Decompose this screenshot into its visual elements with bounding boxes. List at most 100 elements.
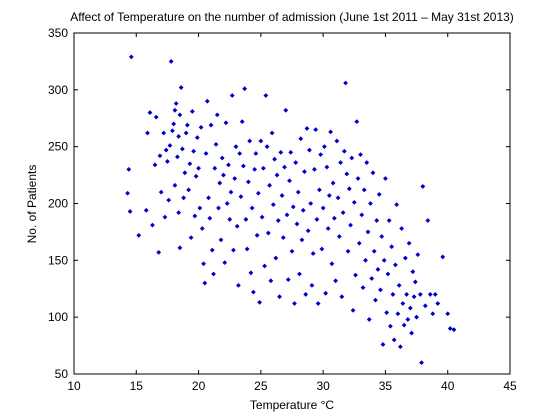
data-point bbox=[203, 151, 209, 156]
data-point bbox=[257, 299, 263, 305]
data-point bbox=[396, 282, 402, 288]
data-point bbox=[404, 292, 410, 297]
data-point bbox=[376, 192, 382, 197]
x-tick-label: 25 bbox=[254, 379, 268, 393]
data-point bbox=[248, 270, 254, 276]
data-point bbox=[171, 121, 177, 127]
data-point bbox=[265, 230, 271, 236]
axis-ticks: 10 15 20 25 30 35 40 45 50 100 150 200 250 300 350 bbox=[48, 26, 517, 393]
data-point bbox=[174, 154, 180, 160]
data-point bbox=[360, 285, 366, 291]
axes-box bbox=[73, 32, 511, 375]
x-axis-title: Temperature °C bbox=[250, 398, 334, 412]
data-point bbox=[173, 101, 179, 106]
data-point bbox=[177, 245, 183, 251]
data-point bbox=[425, 218, 431, 223]
data-point bbox=[182, 170, 188, 176]
data-point bbox=[263, 93, 269, 98]
data-point bbox=[294, 221, 300, 227]
data-point bbox=[264, 144, 270, 150]
x-tick-label: 35 bbox=[379, 379, 393, 393]
data-point bbox=[268, 278, 274, 284]
data-point bbox=[267, 182, 272, 188]
data-point bbox=[318, 152, 324, 158]
data-point bbox=[290, 204, 296, 210]
data-point bbox=[391, 337, 397, 343]
data-point bbox=[407, 305, 413, 311]
chart-title: Affect of Temperature on the number of a… bbox=[70, 10, 514, 24]
data-point bbox=[150, 222, 155, 228]
data-point bbox=[345, 248, 351, 254]
data-point bbox=[386, 218, 392, 223]
data-point bbox=[415, 252, 421, 258]
data-point bbox=[126, 167, 132, 172]
data-point bbox=[325, 226, 331, 231]
data-point bbox=[363, 257, 368, 263]
data-point bbox=[165, 159, 170, 164]
data-point bbox=[348, 222, 353, 228]
x-tick-label: 45 bbox=[503, 379, 517, 393]
data-point bbox=[212, 165, 218, 171]
data-point bbox=[231, 247, 236, 253]
data-point bbox=[259, 214, 265, 220]
data-point bbox=[167, 143, 173, 148]
data-point bbox=[370, 170, 376, 176]
y-tick-label: 100 bbox=[48, 310, 68, 324]
data-point bbox=[374, 218, 380, 223]
data-point bbox=[147, 110, 153, 115]
data-point bbox=[344, 171, 350, 177]
y-tick-label: 150 bbox=[48, 253, 68, 267]
x-tick-label: 40 bbox=[441, 379, 455, 393]
data-point bbox=[340, 210, 346, 215]
data-point bbox=[350, 307, 356, 313]
data-point bbox=[244, 246, 250, 252]
data-point bbox=[186, 187, 192, 193]
data-point bbox=[400, 301, 406, 306]
data-point bbox=[274, 172, 280, 178]
data-point bbox=[172, 182, 178, 188]
data-point bbox=[293, 160, 299, 165]
data-point bbox=[406, 240, 412, 246]
data-point bbox=[394, 202, 400, 208]
data-point bbox=[339, 294, 345, 300]
data-point bbox=[355, 176, 361, 181]
data-point bbox=[282, 164, 287, 170]
data-point bbox=[238, 194, 244, 200]
data-point bbox=[152, 162, 158, 168]
data-point bbox=[317, 187, 322, 193]
data-point bbox=[412, 279, 418, 285]
data-point bbox=[125, 190, 130, 196]
data-point bbox=[191, 148, 196, 154]
data-point bbox=[199, 226, 205, 231]
data-point bbox=[307, 147, 312, 153]
data-point bbox=[305, 228, 311, 234]
data-point bbox=[364, 160, 370, 165]
data-point bbox=[176, 210, 182, 215]
data-point bbox=[320, 205, 326, 211]
data-point bbox=[297, 271, 302, 277]
data-points bbox=[125, 54, 457, 366]
data-point bbox=[349, 155, 355, 161]
data-point bbox=[378, 287, 383, 293]
data-point bbox=[343, 80, 348, 86]
data-point bbox=[216, 205, 221, 211]
data-point bbox=[254, 232, 260, 238]
data-point bbox=[269, 130, 275, 136]
data-point bbox=[385, 271, 391, 277]
data-point bbox=[239, 119, 245, 125]
data-point bbox=[193, 173, 199, 179]
data-point bbox=[206, 195, 211, 201]
data-point bbox=[270, 202, 276, 208]
data-point bbox=[409, 330, 414, 336]
y-tick-label: 350 bbox=[48, 26, 68, 40]
data-point bbox=[375, 267, 381, 272]
data-point bbox=[197, 205, 203, 211]
data-point bbox=[262, 263, 267, 269]
data-point bbox=[127, 209, 133, 214]
data-point bbox=[247, 138, 253, 144]
data-point bbox=[333, 278, 338, 284]
data-point bbox=[194, 135, 200, 140]
data-point bbox=[359, 212, 365, 218]
data-point bbox=[236, 282, 241, 288]
